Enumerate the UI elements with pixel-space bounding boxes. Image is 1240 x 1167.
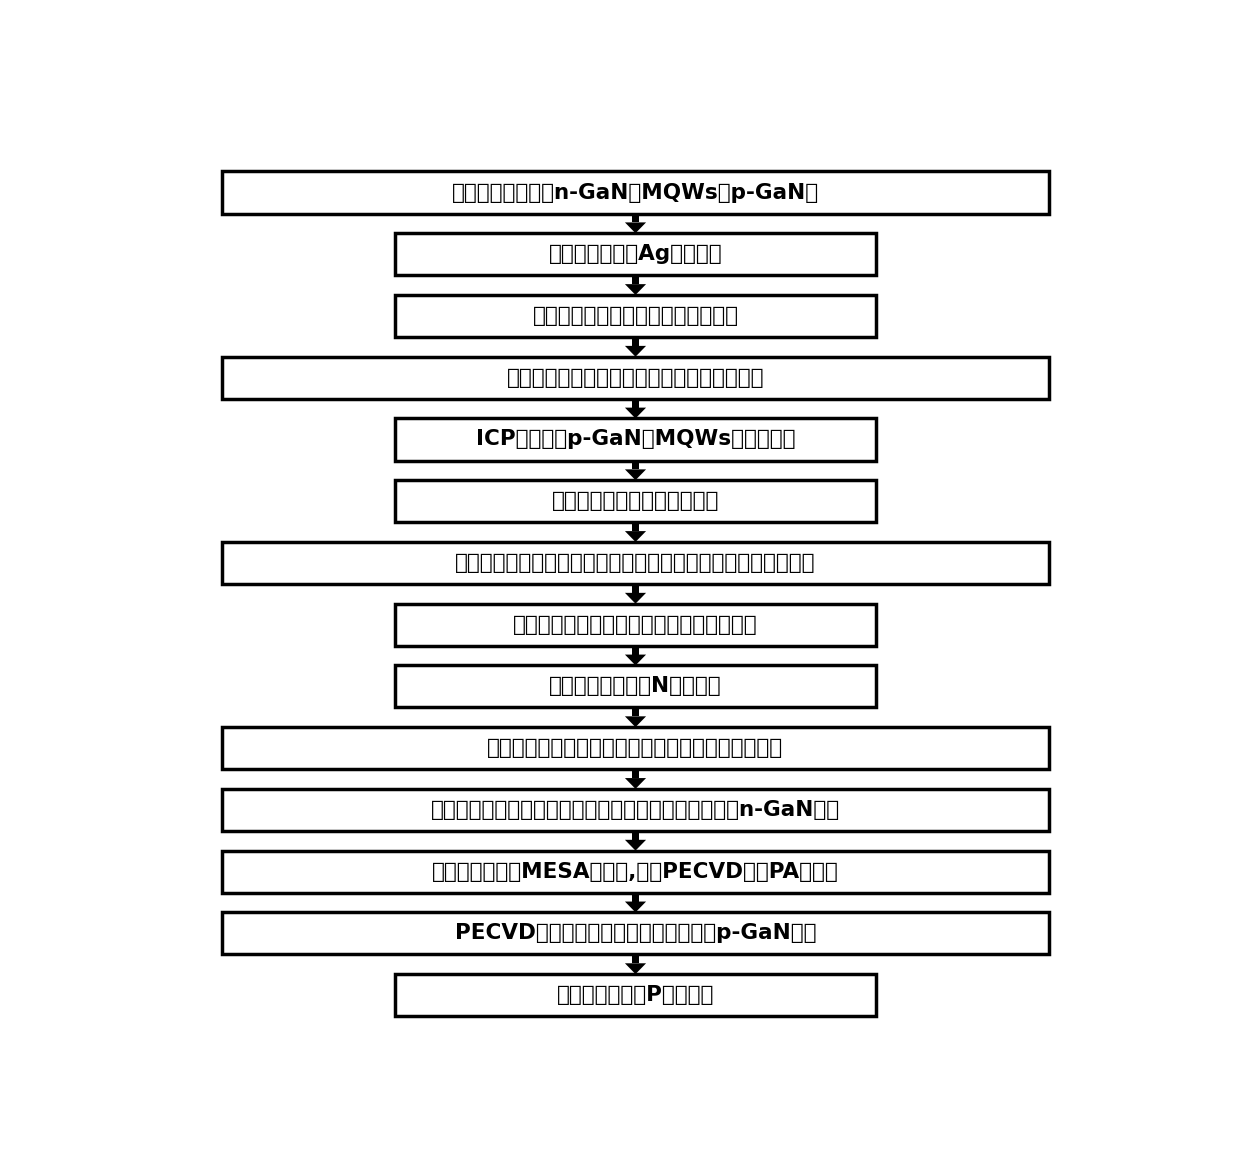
Bar	[631, 523, 640, 531]
Text: ICP制备贯穿p-GaN、MQWs的第三开孔: ICP制备贯穿p-GaN、MQWs的第三开孔	[476, 429, 795, 449]
Polygon shape	[625, 840, 646, 851]
Text: 孔内无氧干法刻蚀第一绝缘层在第三开孔对应区域形成第四开孔: 孔内无氧干法刻蚀第一绝缘层在第三开孔对应区域形成第四开孔	[455, 553, 816, 573]
Polygon shape	[625, 469, 646, 480]
Bar	[396, 603, 875, 645]
Polygon shape	[625, 778, 646, 789]
Bar	[396, 295, 875, 337]
Polygon shape	[625, 593, 646, 603]
Bar	[631, 399, 640, 407]
Text: 在第三开孔内形成第一绝缘层: 在第三开孔内形成第一绝缘层	[552, 491, 719, 511]
Text: 研磨加湿法去除外延衬底，干法去除缓冲层，湿法粗化n-GaN背面: 研磨加湿法去除外延衬底，干法去除缓冲层，湿法粗化n-GaN背面	[432, 799, 839, 820]
Bar	[631, 337, 640, 345]
Text: PECVD制备第二绝缘层、干法刻蚀制备p-GaN台阶: PECVD制备第二绝缘层、干法刻蚀制备p-GaN台阶	[455, 923, 816, 943]
Bar	[631, 214, 640, 223]
Bar	[222, 789, 1049, 831]
Bar	[396, 419, 875, 461]
Bar	[396, 233, 875, 275]
Polygon shape	[625, 531, 646, 541]
Bar	[396, 665, 875, 707]
Polygon shape	[625, 345, 646, 357]
Bar	[222, 541, 1049, 584]
Polygon shape	[625, 902, 646, 913]
Polygon shape	[625, 717, 646, 727]
Text: 干湿法结合制备MESA切割道,再用PECVD制备PA钝化层: 干湿法结合制备MESA切割道,再用PECVD制备PA钝化层	[432, 861, 839, 881]
Bar	[631, 461, 640, 469]
Text: 在第四开孔内填充N电极金属: 在第四开孔内填充N电极金属	[549, 677, 722, 697]
Bar	[222, 727, 1049, 769]
Polygon shape	[625, 223, 646, 233]
Text: 在外延衬底上生长n-GaN、MQWs、p-GaN层: 在外延衬底上生长n-GaN、MQWs、p-GaN层	[451, 182, 820, 203]
Bar	[396, 480, 875, 523]
Polygon shape	[625, 963, 646, 974]
Bar	[631, 584, 640, 593]
Bar	[631, 769, 640, 778]
Bar	[631, 275, 640, 284]
Text: 制备第一、第二键合层及第一背金层并键合键合衬底: 制备第一、第二键合层及第一背金层并键合键合衬底	[487, 739, 784, 759]
Bar	[631, 707, 640, 717]
Bar	[222, 357, 1049, 399]
Text: 溅射或蒸镀制备P电极金属: 溅射或蒸镀制备P电极金属	[557, 985, 714, 1005]
Text: 反射镜退火及湿法腐蚀制备第一开孔: 反射镜退火及湿法腐蚀制备第一开孔	[532, 306, 739, 326]
Polygon shape	[625, 655, 646, 665]
Bar	[396, 974, 875, 1016]
Text: 溅射或蒸镀纳米Ag基反射镜: 溅射或蒸镀纳米Ag基反射镜	[548, 244, 723, 264]
Bar	[631, 893, 640, 902]
Polygon shape	[625, 407, 646, 419]
Text: 溅射或蒸镀制备反射镜保护层并获得第二开孔: 溅射或蒸镀制备反射镜保护层并获得第二开孔	[507, 368, 764, 387]
Bar	[222, 172, 1049, 214]
Bar	[631, 645, 640, 655]
Polygon shape	[625, 284, 646, 295]
Bar	[222, 913, 1049, 955]
Bar	[631, 955, 640, 963]
Bar	[222, 851, 1049, 893]
Text: 对已经打开的第四开孔进行吹扫和测量表征: 对已经打开的第四开孔进行吹扫和测量表征	[513, 615, 758, 635]
Bar	[631, 831, 640, 840]
